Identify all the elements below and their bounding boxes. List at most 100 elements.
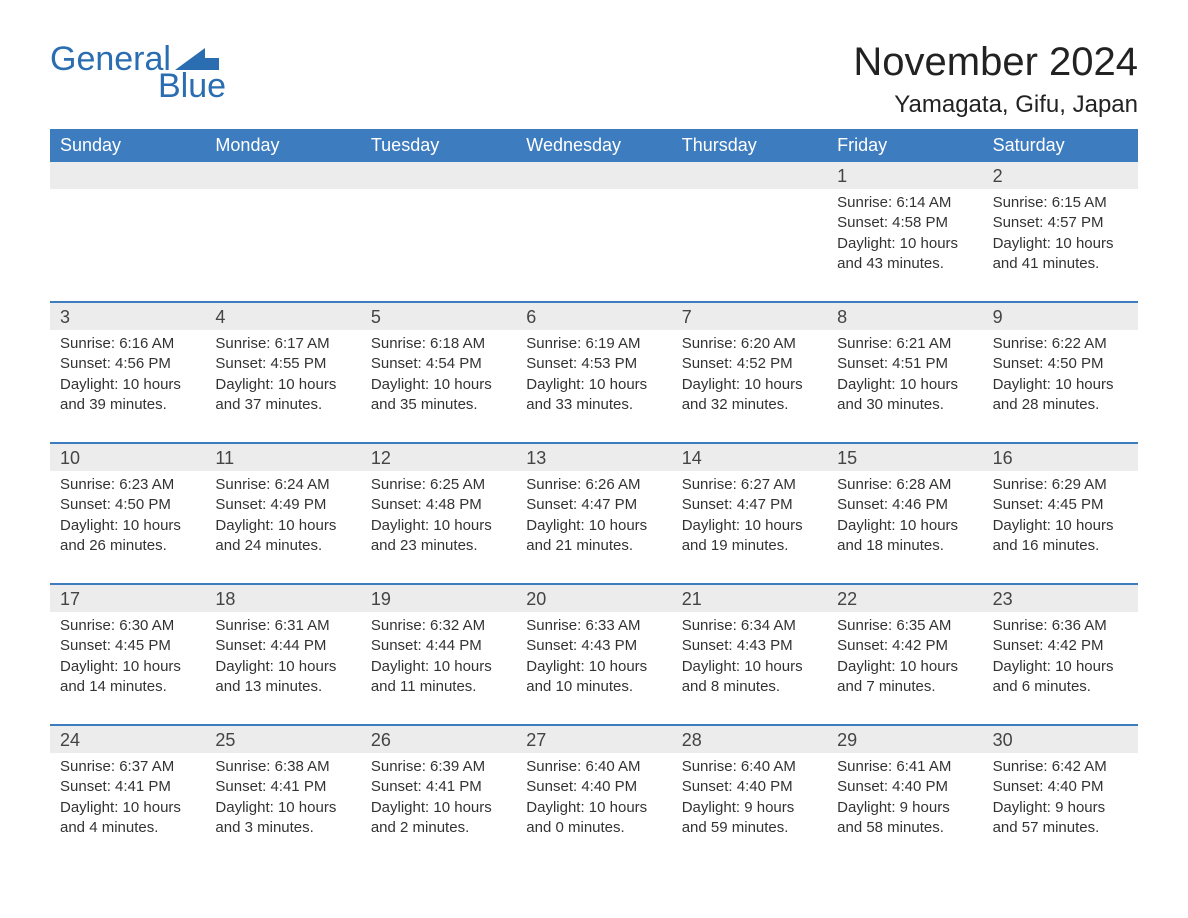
daylight-text: Daylight: 10 hours and 32 minutes. bbox=[682, 375, 817, 416]
day-number-cell: 8 bbox=[827, 303, 982, 330]
sunrise-text: Sunrise: 6:21 AM bbox=[837, 334, 972, 354]
day-number-cell: 3 bbox=[50, 303, 205, 330]
day-body-cell: Sunrise: 6:15 AMSunset: 4:57 PMDaylight:… bbox=[983, 189, 1138, 285]
day-body-row: Sunrise: 6:37 AMSunset: 4:41 PM Daylight:… bbox=[50, 753, 1138, 849]
sunset-text: Sunset: 4:40 PM bbox=[837, 777, 972, 797]
day-body-cell: Sunrise: 6:19 AMSunset: 4:53 PMDaylight:… bbox=[516, 330, 671, 426]
day-body-cell: Sunrise: 6:17 AMSunset: 4:55 PMDaylight:… bbox=[205, 330, 360, 426]
day-number-row: 17181920212223 bbox=[50, 585, 1138, 612]
day-number-cell: 28 bbox=[672, 726, 827, 753]
daylight-text: Daylight: 10 hours and 43 minutes. bbox=[837, 234, 972, 275]
day-number-cell: 16 bbox=[983, 444, 1138, 471]
day-body-cell: Sunrise: 6:23 AMSunset: 4:50 PMDaylight:… bbox=[50, 471, 205, 567]
day-body-cell: Sunrise: 6:35 AMSunset: 4:42 PMDaylight:… bbox=[827, 612, 982, 708]
sunrise-text: Sunrise: 6:26 AM bbox=[526, 475, 661, 495]
sunset-text: Sunset: 4:44 PM bbox=[215, 636, 350, 656]
sunrise-text: Sunrise: 6:30 AM bbox=[60, 616, 195, 636]
day-number-cell: 12 bbox=[361, 444, 516, 471]
sunset-text: Sunset: 4:49 PM bbox=[215, 495, 350, 515]
daylight-text: Daylight: 10 hours and 41 minutes. bbox=[993, 234, 1128, 275]
daylight-text: Daylight: 10 hours and 13 minutes. bbox=[215, 657, 350, 698]
sunset-text: Sunset: 4:43 PM bbox=[682, 636, 817, 656]
week-block: 3456789Sunrise: 6:16 AMSunset: 4:56 PMDa… bbox=[50, 301, 1138, 426]
day-number-cell: 22 bbox=[827, 585, 982, 612]
day-number-cell: 9 bbox=[983, 303, 1138, 330]
sunrise-text: Sunrise: 6:32 AM bbox=[371, 616, 506, 636]
daylight-text: Daylight: 10 hours and 18 minutes. bbox=[837, 516, 972, 557]
day-body-cell: Sunrise: 6:40 AMSunset: 4:40 PMDaylight:… bbox=[516, 753, 671, 849]
sunset-text: Sunset: 4:57 PM bbox=[993, 213, 1128, 233]
logo-text-blue: Blue bbox=[158, 67, 226, 106]
day-body-cell: Sunrise: 6:37 AMSunset: 4:41 PMDaylight:… bbox=[50, 753, 205, 849]
sunrise-text: Sunrise: 6:22 AM bbox=[993, 334, 1128, 354]
day-number-cell bbox=[205, 162, 360, 189]
day-number-row: 3456789 bbox=[50, 303, 1138, 330]
sunset-text: Sunset: 4:42 PM bbox=[837, 636, 972, 656]
day-body-cell: Sunrise: 6:22 AMSunset: 4:50 PMDaylight:… bbox=[983, 330, 1138, 426]
day-header-cell: Tuesday bbox=[361, 129, 516, 162]
logo: General Blue bbox=[50, 40, 226, 106]
sunrise-text: Sunrise: 6:40 AM bbox=[682, 757, 817, 777]
sunset-text: Sunset: 4:46 PM bbox=[837, 495, 972, 515]
day-body-cell bbox=[672, 189, 827, 285]
day-body-cell bbox=[205, 189, 360, 285]
month-title: November 2024 bbox=[853, 40, 1138, 85]
day-number-cell: 5 bbox=[361, 303, 516, 330]
day-body-cell: Sunrise: 6:31 AMSunset: 4:44 PMDaylight:… bbox=[205, 612, 360, 708]
sunset-text: Sunset: 4:45 PM bbox=[993, 495, 1128, 515]
sunrise-text: Sunrise: 6:29 AM bbox=[993, 475, 1128, 495]
day-body-cell: Sunrise: 6:38 AMSunset: 4:41 PMDaylight:… bbox=[205, 753, 360, 849]
daylight-text: Daylight: 10 hours and 7 minutes. bbox=[837, 657, 972, 698]
daylight-text: Daylight: 10 hours and 30 minutes. bbox=[837, 375, 972, 416]
day-number-cell: 27 bbox=[516, 726, 671, 753]
daylight-text: Daylight: 10 hours and 2 minutes. bbox=[371, 798, 506, 839]
day-number-cell: 13 bbox=[516, 444, 671, 471]
day-number-cell bbox=[672, 162, 827, 189]
day-body-cell bbox=[516, 189, 671, 285]
day-number-cell: 7 bbox=[672, 303, 827, 330]
day-body-cell: Sunrise: 6:34 AMSunset: 4:43 PMDaylight:… bbox=[672, 612, 827, 708]
day-number-cell: 29 bbox=[827, 726, 982, 753]
day-number-cell: 17 bbox=[50, 585, 205, 612]
day-body-cell: Sunrise: 6:36 AMSunset: 4:42 PMDaylight:… bbox=[983, 612, 1138, 708]
weeks-container: 12Sunrise: 6:14 AMSunset: 4:58 PMDayligh… bbox=[50, 162, 1138, 849]
sunrise-text: Sunrise: 6:38 AM bbox=[215, 757, 350, 777]
sunrise-text: Sunrise: 6:36 AM bbox=[993, 616, 1128, 636]
day-body-cell: Sunrise: 6:33 AMSunset: 4:43 PMDaylight:… bbox=[516, 612, 671, 708]
sunset-text: Sunset: 4:44 PM bbox=[371, 636, 506, 656]
day-number-cell: 21 bbox=[672, 585, 827, 612]
day-header-cell: Wednesday bbox=[516, 129, 671, 162]
day-body-row: Sunrise: 6:16 AMSunset: 4:56 PMDaylight:… bbox=[50, 330, 1138, 426]
daylight-text: Daylight: 9 hours and 59 minutes. bbox=[682, 798, 817, 839]
week-block: 17181920212223Sunrise: 6:30 AMSunset: 4:… bbox=[50, 583, 1138, 708]
sunrise-text: Sunrise: 6:27 AM bbox=[682, 475, 817, 495]
day-number-cell: 23 bbox=[983, 585, 1138, 612]
sunrise-text: Sunrise: 6:34 AM bbox=[682, 616, 817, 636]
day-number-cell: 1 bbox=[827, 162, 982, 189]
sunrise-text: Sunrise: 6:16 AM bbox=[60, 334, 195, 354]
day-body-cell: Sunrise: 6:24 AMSunset: 4:49 PMDaylight:… bbox=[205, 471, 360, 567]
sunrise-text: Sunrise: 6:18 AM bbox=[371, 334, 506, 354]
day-body-cell: Sunrise: 6:27 AMSunset: 4:47 PMDaylight:… bbox=[672, 471, 827, 567]
sunrise-text: Sunrise: 6:24 AM bbox=[215, 475, 350, 495]
sunrise-text: Sunrise: 6:37 AM bbox=[60, 757, 195, 777]
daylight-text: Daylight: 10 hours and 19 minutes. bbox=[682, 516, 817, 557]
daylight-text: Daylight: 10 hours and 21 minutes. bbox=[526, 516, 661, 557]
day-number-row: 12 bbox=[50, 162, 1138, 189]
sunrise-text: Sunrise: 6:15 AM bbox=[993, 193, 1128, 213]
day-number-cell: 15 bbox=[827, 444, 982, 471]
day-body-row: Sunrise: 6:23 AMSunset: 4:50 PMDaylight:… bbox=[50, 471, 1138, 567]
calendar: SundayMondayTuesdayWednesdayThursdayFrid… bbox=[50, 129, 1138, 849]
sunset-text: Sunset: 4:55 PM bbox=[215, 354, 350, 374]
day-body-cell: Sunrise: 6:40 AMSunset: 4:40 PMDaylight:… bbox=[672, 753, 827, 849]
day-body-cell: Sunrise: 6:39 AMSunset: 4:41 PMDaylight:… bbox=[361, 753, 516, 849]
sunset-text: Sunset: 4:45 PM bbox=[60, 636, 195, 656]
sunrise-text: Sunrise: 6:39 AM bbox=[371, 757, 506, 777]
day-number-cell: 10 bbox=[50, 444, 205, 471]
daylight-text: Daylight: 10 hours and 14 minutes. bbox=[60, 657, 195, 698]
sunset-text: Sunset: 4:43 PM bbox=[526, 636, 661, 656]
daylight-text: Daylight: 10 hours and 8 minutes. bbox=[682, 657, 817, 698]
day-number-cell: 4 bbox=[205, 303, 360, 330]
daylight-text: Daylight: 9 hours and 58 minutes. bbox=[837, 798, 972, 839]
sunset-text: Sunset: 4:41 PM bbox=[60, 777, 195, 797]
